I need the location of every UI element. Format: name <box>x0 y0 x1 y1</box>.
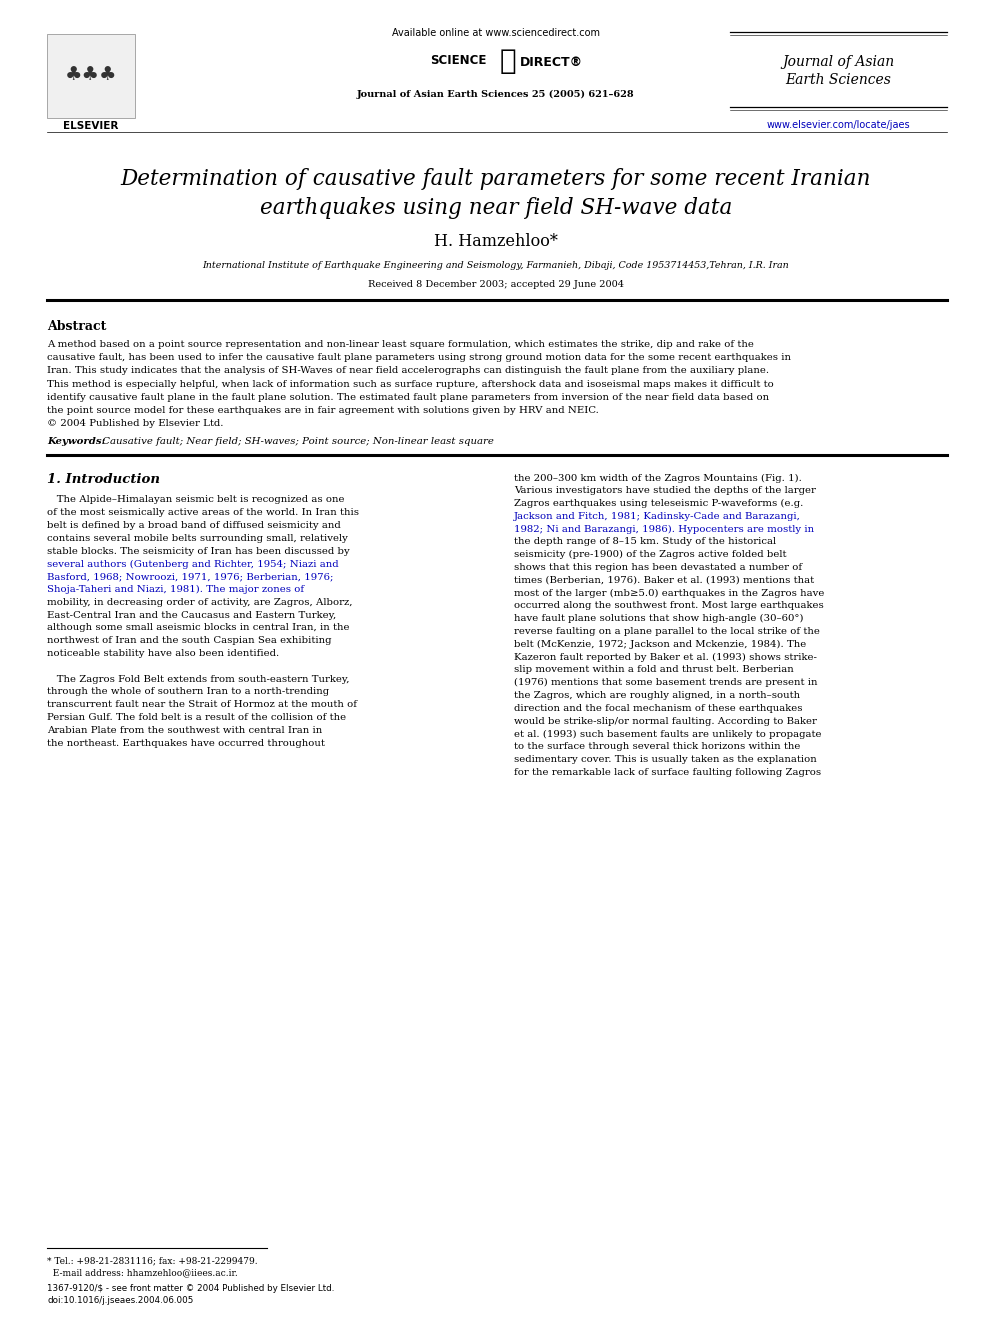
Text: shows that this region has been devastated a number of: shows that this region has been devastat… <box>514 564 803 572</box>
Text: through the whole of southern Iran to a north-trending: through the whole of southern Iran to a … <box>47 688 329 696</box>
Text: Zagros earthquakes using teleseismic P-waveforms (e.g.: Zagros earthquakes using teleseismic P-w… <box>514 499 804 508</box>
Text: the depth range of 8–15 km. Study of the historical: the depth range of 8–15 km. Study of the… <box>514 537 776 546</box>
Text: This method is especially helpful, when lack of information such as surface rupt: This method is especially helpful, when … <box>47 380 774 389</box>
Text: causative fault, has been used to infer the causative fault plane parameters usi: causative fault, has been used to infer … <box>47 353 791 363</box>
Text: the point source model for these earthquakes are in fair agreement with solution: the point source model for these earthqu… <box>47 406 599 415</box>
Text: for the remarkable lack of surface faulting following Zagros: for the remarkable lack of surface fault… <box>514 767 821 777</box>
Text: contains several mobile belts surrounding small, relatively: contains several mobile belts surroundin… <box>47 533 348 542</box>
Text: noticeable stability have also been identified.: noticeable stability have also been iden… <box>47 650 280 658</box>
Text: 1982; Ni and Barazangi, 1986). Hypocenters are mostly in: 1982; Ni and Barazangi, 1986). Hypocente… <box>514 525 814 533</box>
Text: East-Central Iran and the Caucasus and Eastern Turkey,: East-Central Iran and the Caucasus and E… <box>47 611 336 619</box>
Text: * Tel.: +98-21-2831116; fax: +98-21-2299479.: * Tel.: +98-21-2831116; fax: +98-21-2299… <box>47 1256 258 1265</box>
Text: ♣♣♣: ♣♣♣ <box>64 66 117 85</box>
Text: Arabian Plate from the southwest with central Iran in: Arabian Plate from the southwest with ce… <box>47 726 322 734</box>
Text: direction and the focal mechanism of these earthquakes: direction and the focal mechanism of the… <box>514 704 803 713</box>
Text: times (Berberian, 1976). Baker et al. (1993) mentions that: times (Berberian, 1976). Baker et al. (1… <box>514 576 814 585</box>
Text: The Zagros Fold Belt extends from south-eastern Turkey,: The Zagros Fold Belt extends from south-… <box>47 675 349 684</box>
Text: several authors (Gutenberg and Richter, 1954; Niazi and: several authors (Gutenberg and Richter, … <box>47 560 338 569</box>
Text: Shoja-Taheri and Niazi, 1981). The major zones of: Shoja-Taheri and Niazi, 1981). The major… <box>47 585 305 594</box>
Text: Keywords:: Keywords: <box>47 438 105 446</box>
Text: belt (McKenzie, 1972; Jackson and Mckenzie, 1984). The: belt (McKenzie, 1972; Jackson and Mckenz… <box>514 640 806 648</box>
Text: A method based on a point source representation and non-linear least square form: A method based on a point source represe… <box>47 340 754 349</box>
Text: sedimentary cover. This is usually taken as the explanation: sedimentary cover. This is usually taken… <box>514 755 816 763</box>
Text: H. Hamzehloo*: H. Hamzehloo* <box>434 233 558 250</box>
Text: would be strike-slip/or normal faulting. According to Baker: would be strike-slip/or normal faulting.… <box>514 717 816 725</box>
Text: the Zagros, which are roughly aligned, in a north–south: the Zagros, which are roughly aligned, i… <box>514 691 801 700</box>
Text: 1367-9120/$ - see front matter © 2004 Published by Elsevier Ltd.: 1367-9120/$ - see front matter © 2004 Pu… <box>47 1285 334 1293</box>
Text: Journal of Asian: Journal of Asian <box>782 56 894 69</box>
Text: earthquakes using near field SH-wave data: earthquakes using near field SH-wave dat… <box>260 197 732 220</box>
Text: stable blocks. The seismicity of Iran has been discussed by: stable blocks. The seismicity of Iran ha… <box>47 546 350 556</box>
Text: belt is defined by a broad band of diffused seismicity and: belt is defined by a broad band of diffu… <box>47 521 340 531</box>
Text: Various investigators have studied the depths of the larger: Various investigators have studied the d… <box>514 486 815 495</box>
Text: Basford, 1968; Nowroozi, 1971, 1976; Berberian, 1976;: Basford, 1968; Nowroozi, 1971, 1976; Ber… <box>47 573 333 581</box>
Text: reverse faulting on a plane parallel to the local strike of the: reverse faulting on a plane parallel to … <box>514 627 819 636</box>
Text: the northeast. Earthquakes have occurred throughout: the northeast. Earthquakes have occurred… <box>47 738 324 747</box>
Text: seismicity (pre-1900) of the Zagros active folded belt: seismicity (pre-1900) of the Zagros acti… <box>514 550 787 560</box>
Text: Available online at www.sciencedirect.com: Available online at www.sciencedirect.co… <box>392 28 600 38</box>
Text: © 2004 Published by Elsevier Ltd.: © 2004 Published by Elsevier Ltd. <box>47 419 223 429</box>
Text: transcurrent fault near the Strait of Hormoz at the mouth of: transcurrent fault near the Strait of Ho… <box>47 700 357 709</box>
Text: International Institute of Earthquake Engineering and Seismology, Farmanieh, Dib: International Institute of Earthquake En… <box>202 261 790 270</box>
Text: northwest of Iran and the south Caspian Sea exhibiting: northwest of Iran and the south Caspian … <box>47 636 331 646</box>
Text: most of the larger (mb≥5.0) earthquakes in the Zagros have: most of the larger (mb≥5.0) earthquakes … <box>514 589 824 598</box>
Text: doi:10.1016/j.jseaes.2004.06.005: doi:10.1016/j.jseaes.2004.06.005 <box>47 1297 193 1304</box>
Text: of the most seismically active areas of the world. In Iran this: of the most seismically active areas of … <box>47 508 359 517</box>
Text: Kazeron fault reported by Baker et al. (1993) shows strike-: Kazeron fault reported by Baker et al. (… <box>514 652 816 662</box>
Text: Abstract: Abstract <box>47 320 106 333</box>
Text: Iran. This study indicates that the analysis of SH-Waves of near field accelerog: Iran. This study indicates that the anal… <box>47 366 769 376</box>
Text: slip movement within a fold and thrust belt. Berberian: slip movement within a fold and thrust b… <box>514 665 794 675</box>
Text: ⓓ: ⓓ <box>500 48 516 75</box>
Text: occurred along the southwest front. Most large earthquakes: occurred along the southwest front. Most… <box>514 602 823 610</box>
Text: identify causative fault plane in the fault plane solution. The estimated fault : identify causative fault plane in the fa… <box>47 393 769 402</box>
Text: ELSEVIER: ELSEVIER <box>63 120 119 131</box>
Text: to the surface through several thick horizons within the: to the surface through several thick hor… <box>514 742 801 751</box>
Text: DIRECT®: DIRECT® <box>520 56 583 69</box>
Text: Causative fault; Near field; SH-waves; Point source; Non-linear least square: Causative fault; Near field; SH-waves; P… <box>99 438 494 446</box>
Text: Determination of causative fault parameters for some recent Iranian: Determination of causative fault paramet… <box>121 168 871 191</box>
Text: 1. Introduction: 1. Introduction <box>47 474 160 487</box>
Text: SCIENCE: SCIENCE <box>430 54 486 67</box>
Text: (1976) mentions that some basement trends are present in: (1976) mentions that some basement trend… <box>514 679 817 688</box>
Text: Jackson and Fitch, 1981; Kadinsky-Cade and Barazangi,: Jackson and Fitch, 1981; Kadinsky-Cade a… <box>514 512 801 521</box>
Text: although some small aseismic blocks in central Iran, in the: although some small aseismic blocks in c… <box>47 623 349 632</box>
Text: Persian Gulf. The fold belt is a result of the collision of the: Persian Gulf. The fold belt is a result … <box>47 713 346 722</box>
Text: Earth Sciences: Earth Sciences <box>785 73 891 87</box>
Text: mobility, in decreasing order of activity, are Zagros, Alborz,: mobility, in decreasing order of activit… <box>47 598 352 607</box>
Text: Received 8 December 2003; accepted 29 June 2004: Received 8 December 2003; accepted 29 Ju… <box>368 280 624 288</box>
Text: Journal of Asian Earth Sciences 25 (2005) 621–628: Journal of Asian Earth Sciences 25 (2005… <box>357 90 635 99</box>
Text: have fault plane solutions that show high-angle (30–60°): have fault plane solutions that show hig… <box>514 614 804 623</box>
Text: the 200–300 km width of the Zagros Mountains (Fig. 1).: the 200–300 km width of the Zagros Mount… <box>514 474 802 483</box>
Bar <box>47 34 135 118</box>
Text: The Alpide–Himalayan seismic belt is recognized as one: The Alpide–Himalayan seismic belt is rec… <box>47 495 344 504</box>
Text: www.elsevier.com/locate/jaes: www.elsevier.com/locate/jaes <box>766 120 910 130</box>
Text: et al. (1993) such basement faults are unlikely to propagate: et al. (1993) such basement faults are u… <box>514 729 821 738</box>
Text: E-mail address: hhamzehloo@iiees.ac.ir.: E-mail address: hhamzehloo@iiees.ac.ir. <box>47 1267 238 1277</box>
